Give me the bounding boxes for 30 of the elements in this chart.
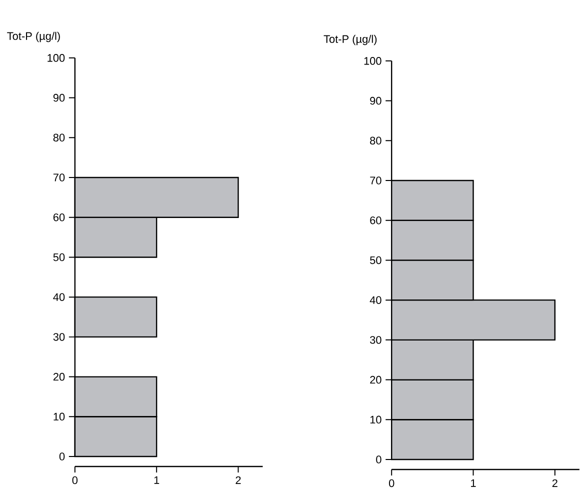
y-tick-label: 10	[54, 412, 65, 420]
y-tick-label: 80	[53, 134, 65, 142]
y-tick-label: 0	[59, 452, 65, 460]
y-tick-label: 20	[370, 376, 382, 384]
x-tick-label: 2	[552, 479, 558, 487]
y-tick-label: 70	[53, 173, 65, 182]
y-tick-label: 40	[370, 296, 382, 304]
x-tick-label: 0	[72, 476, 78, 484]
y-tick-label: 80	[370, 136, 382, 144]
x-tick-label: 0	[388, 479, 394, 487]
y-tick-label: 0	[376, 455, 382, 464]
y-tick-label: 30	[370, 336, 382, 344]
y-tick-label: 60	[53, 213, 65, 222]
y-tick-label: 70	[370, 176, 382, 184]
y-tick-label: 30	[53, 332, 65, 341]
x-tick-label: 2	[236, 476, 241, 484]
y-tick-label: 90	[370, 96, 382, 104]
y-tick-label: 60	[370, 216, 382, 224]
y-axis-title: Tot-P (µg/l)	[324, 34, 377, 45]
y-tick-label: 90	[53, 94, 65, 102]
y-tick-label: 20	[53, 372, 65, 380]
y-axis-title: Tot-P (µg/l)	[7, 32, 60, 42]
y-tick-label: 50	[53, 253, 65, 261]
y-tick-label: 100	[48, 54, 65, 62]
y-tick-label: 10	[370, 416, 382, 424]
x-tick-label: 1	[154, 476, 160, 484]
y-tick-label: 100	[364, 56, 382, 65]
x-tick-label: 1	[471, 479, 476, 487]
y-tick-label: 50	[370, 256, 382, 264]
y-tick-label: 40	[53, 292, 65, 301]
